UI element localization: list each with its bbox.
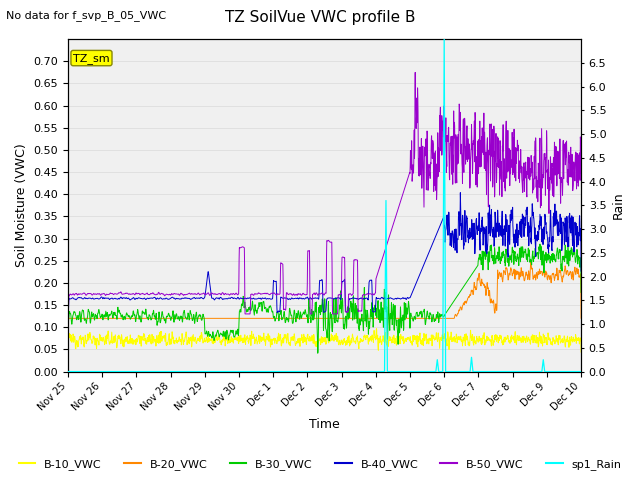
Legend: B-10_VWC, B-20_VWC, B-30_VWC, B-40_VWC, B-50_VWC, sp1_Rain: B-10_VWC, B-20_VWC, B-30_VWC, B-40_VWC, … [14,455,626,474]
Y-axis label: Soil Moisture (VWC): Soil Moisture (VWC) [15,144,28,267]
X-axis label: Time: Time [309,419,340,432]
Text: TZ_sm: TZ_sm [73,53,110,63]
Text: No data for f_svp_B_05_VWC: No data for f_svp_B_05_VWC [6,10,166,21]
Y-axis label: Rain: Rain [612,192,625,219]
Text: TZ SoilVue VWC profile B: TZ SoilVue VWC profile B [225,10,415,24]
